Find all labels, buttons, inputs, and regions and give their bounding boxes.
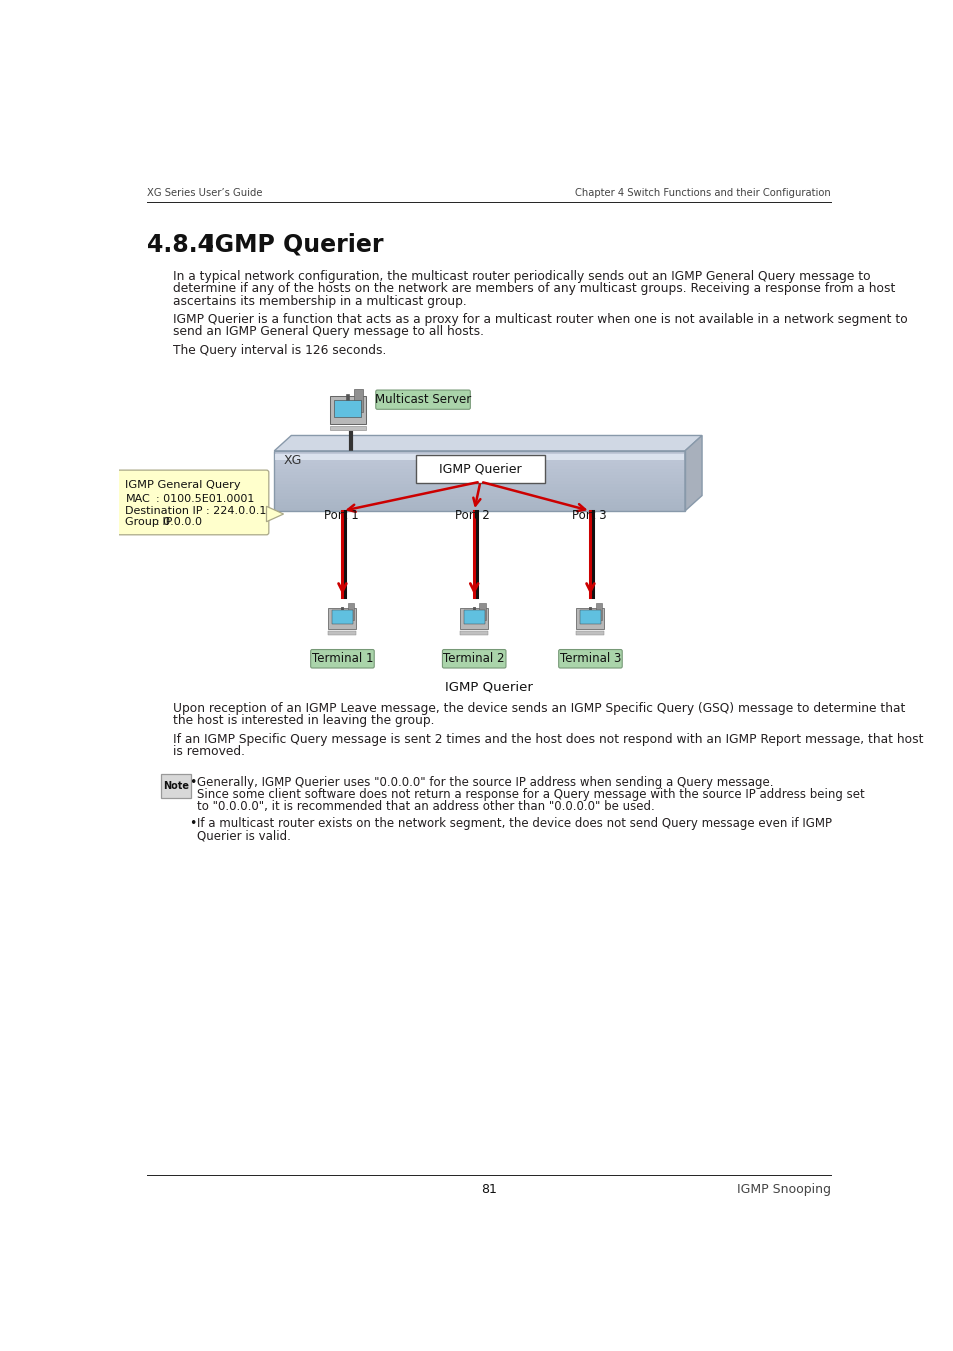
Text: Note: Note (163, 781, 189, 790)
Bar (274, 481, 684, 484)
Polygon shape (266, 507, 283, 521)
FancyBboxPatch shape (463, 611, 484, 624)
FancyBboxPatch shape (416, 455, 544, 484)
FancyBboxPatch shape (576, 631, 604, 635)
Text: The Query interval is 126 seconds.: The Query interval is 126 seconds. (173, 345, 387, 357)
Text: MAC: MAC (125, 494, 150, 504)
Bar (274, 471, 684, 476)
Text: ascertains its membership in a multicast group.: ascertains its membership in a multicast… (173, 295, 467, 308)
Text: 81: 81 (480, 1182, 497, 1196)
Bar (274, 454, 683, 461)
Bar (274, 476, 684, 478)
Text: IGMP Snooping: IGMP Snooping (736, 1182, 830, 1196)
Text: Terminal 1: Terminal 1 (312, 653, 373, 665)
Bar (274, 451, 684, 454)
Bar (274, 466, 684, 469)
Text: Chapter 4 Switch Functions and their Configuration: Chapter 4 Switch Functions and their Con… (575, 188, 830, 197)
Polygon shape (274, 435, 701, 451)
FancyBboxPatch shape (328, 631, 356, 635)
FancyBboxPatch shape (332, 611, 353, 624)
FancyBboxPatch shape (311, 650, 374, 667)
FancyBboxPatch shape (330, 426, 365, 430)
Bar (274, 454, 684, 457)
Bar (274, 459, 684, 463)
FancyBboxPatch shape (117, 470, 269, 535)
Bar (274, 499, 684, 503)
Text: send an IGMP General Query message to all hosts.: send an IGMP General Query message to al… (173, 326, 484, 338)
Text: Group IP: Group IP (125, 517, 172, 527)
Text: IGMP Querier: IGMP Querier (444, 681, 533, 693)
FancyBboxPatch shape (558, 650, 621, 667)
Bar (274, 493, 684, 496)
Bar (274, 463, 684, 466)
Text: is removed.: is removed. (173, 744, 245, 758)
Text: determine if any of the hosts on the network are members of any multicast groups: determine if any of the hosts on the net… (173, 282, 895, 296)
FancyBboxPatch shape (328, 608, 356, 630)
FancyBboxPatch shape (459, 631, 488, 635)
Text: In a typical network configuration, the multicast router periodically sends out : In a typical network configuration, the … (173, 270, 870, 282)
Bar (274, 505, 684, 508)
Text: Generally, IGMP Querier uses "0.0.0.0" for the source IP address when sending a : Generally, IGMP Querier uses "0.0.0.0" f… (196, 775, 773, 789)
Text: Port 2: Port 2 (455, 509, 490, 521)
Text: IGMP Querier: IGMP Querier (438, 463, 521, 476)
FancyBboxPatch shape (595, 603, 601, 620)
Bar (274, 457, 684, 459)
Text: •: • (189, 817, 196, 831)
Text: If a multicast router exists on the network segment, the device does not send Qu: If a multicast router exists on the netw… (196, 817, 831, 831)
FancyBboxPatch shape (442, 650, 505, 667)
Text: Querier is valid.: Querier is valid. (196, 830, 291, 843)
Text: XG: XG (283, 454, 301, 467)
Bar (274, 469, 684, 471)
Bar (274, 490, 684, 493)
FancyBboxPatch shape (375, 390, 470, 409)
Text: XG Series User’s Guide: XG Series User’s Guide (147, 188, 262, 197)
FancyBboxPatch shape (478, 603, 485, 620)
Text: Terminal 3: Terminal 3 (559, 653, 620, 665)
Text: : 0.0.0.0: : 0.0.0.0 (156, 517, 202, 527)
Bar (274, 496, 684, 499)
Text: to "0.0.0.0", it is recommended that an address other than "0.0.0.0" be used.: to "0.0.0.0", it is recommended that an … (196, 800, 654, 813)
Bar (274, 484, 684, 486)
Bar (274, 451, 684, 511)
FancyBboxPatch shape (459, 608, 488, 630)
Polygon shape (684, 435, 701, 511)
FancyBboxPatch shape (161, 774, 191, 798)
FancyBboxPatch shape (579, 611, 600, 624)
Text: •: • (189, 775, 196, 789)
FancyBboxPatch shape (576, 608, 604, 630)
Text: IGMP Querier: IGMP Querier (206, 232, 383, 257)
Text: Port 1: Port 1 (323, 509, 358, 521)
Bar (274, 478, 684, 481)
Bar (274, 508, 684, 511)
Text: 4.8.4: 4.8.4 (147, 232, 213, 257)
Text: If an IGMP Specific Query message is sent 2 times and the host does not respond : If an IGMP Specific Query message is sen… (173, 732, 923, 746)
FancyBboxPatch shape (347, 603, 354, 620)
FancyBboxPatch shape (330, 396, 365, 424)
Bar (274, 486, 684, 490)
Text: the host is interested in leaving the group.: the host is interested in leaving the gr… (173, 715, 435, 727)
Text: Multicast Server: Multicast Server (375, 393, 471, 407)
FancyBboxPatch shape (354, 389, 362, 412)
Text: Destination IP : 224.0.0.1: Destination IP : 224.0.0.1 (125, 505, 267, 516)
Text: IGMP Querier is a function that acts as a proxy for a multicast router when one : IGMP Querier is a function that acts as … (173, 313, 907, 326)
Text: Port 3: Port 3 (571, 509, 605, 521)
FancyBboxPatch shape (335, 400, 361, 417)
Text: : 0100.5E01.0001: : 0100.5E01.0001 (156, 494, 254, 504)
Text: IGMP General Query: IGMP General Query (125, 480, 241, 490)
Text: Upon reception of an IGMP Leave message, the device sends an IGMP Specific Query: Upon reception of an IGMP Leave message,… (173, 703, 905, 715)
Text: Terminal 2: Terminal 2 (443, 653, 504, 665)
Text: Since some client software does not return a response for a Query message with t: Since some client software does not retu… (196, 788, 863, 801)
Bar (274, 503, 684, 505)
